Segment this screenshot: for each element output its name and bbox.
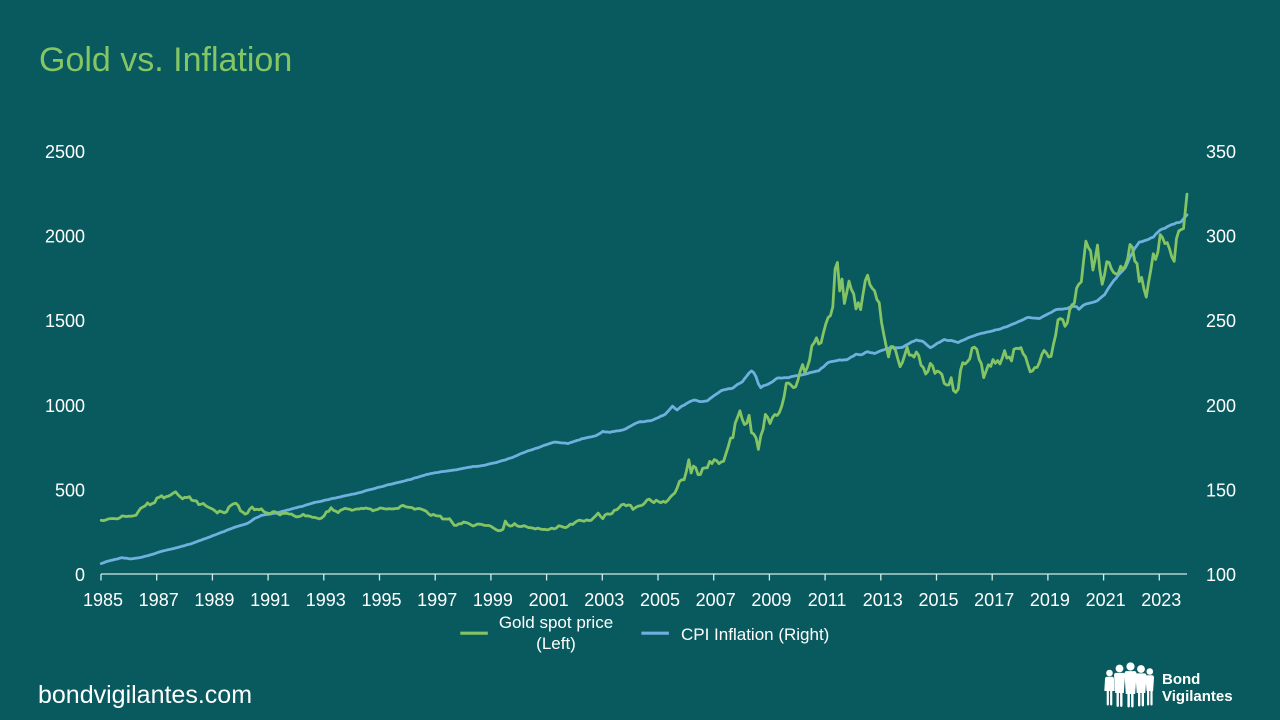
svg-text:Gold spot price: Gold spot price: [499, 613, 613, 632]
svg-text:1995: 1995: [361, 590, 401, 610]
svg-text:Gold vs. Inflation: Gold vs. Inflation: [39, 41, 292, 79]
svg-text:1993: 1993: [306, 590, 346, 610]
svg-text:bondvigilantes.com: bondvigilantes.com: [38, 681, 252, 709]
svg-text:2000: 2000: [45, 227, 85, 247]
svg-text:2001: 2001: [529, 590, 569, 610]
svg-text:2011: 2011: [808, 590, 847, 610]
svg-text:500: 500: [55, 480, 85, 500]
svg-text:1985: 1985: [83, 590, 123, 610]
svg-text:2003: 2003: [584, 590, 624, 610]
svg-text:2005: 2005: [640, 590, 680, 610]
svg-text:2500: 2500: [45, 142, 85, 162]
svg-text:1991: 1991: [250, 590, 290, 610]
svg-text:2013: 2013: [863, 590, 903, 610]
svg-text:(Left): (Left): [536, 634, 576, 653]
svg-text:200: 200: [1206, 396, 1236, 416]
svg-text:350: 350: [1206, 142, 1236, 162]
svg-text:2007: 2007: [696, 590, 736, 610]
svg-text:2015: 2015: [918, 590, 958, 610]
svg-text:150: 150: [1206, 480, 1236, 500]
svg-text:Bond: Bond: [1162, 671, 1200, 688]
svg-text:1997: 1997: [417, 590, 457, 610]
svg-text:1000: 1000: [45, 396, 85, 416]
svg-text:300: 300: [1206, 227, 1236, 247]
svg-text:1999: 1999: [473, 590, 513, 610]
svg-text:1987: 1987: [139, 590, 179, 610]
svg-text:CPI Inflation (Right): CPI Inflation (Right): [681, 625, 829, 644]
svg-text:2017: 2017: [974, 590, 1014, 610]
svg-text:1989: 1989: [194, 590, 234, 610]
svg-text:2023: 2023: [1141, 590, 1181, 610]
svg-text:250: 250: [1206, 311, 1236, 331]
svg-text:2021: 2021: [1086, 590, 1126, 610]
svg-text:Vigilantes: Vigilantes: [1162, 688, 1233, 705]
svg-text:2009: 2009: [751, 590, 791, 610]
svg-text:1500: 1500: [45, 311, 85, 331]
svg-text:100: 100: [1206, 565, 1236, 585]
svg-text:2019: 2019: [1030, 590, 1070, 610]
svg-text:0: 0: [75, 565, 85, 585]
